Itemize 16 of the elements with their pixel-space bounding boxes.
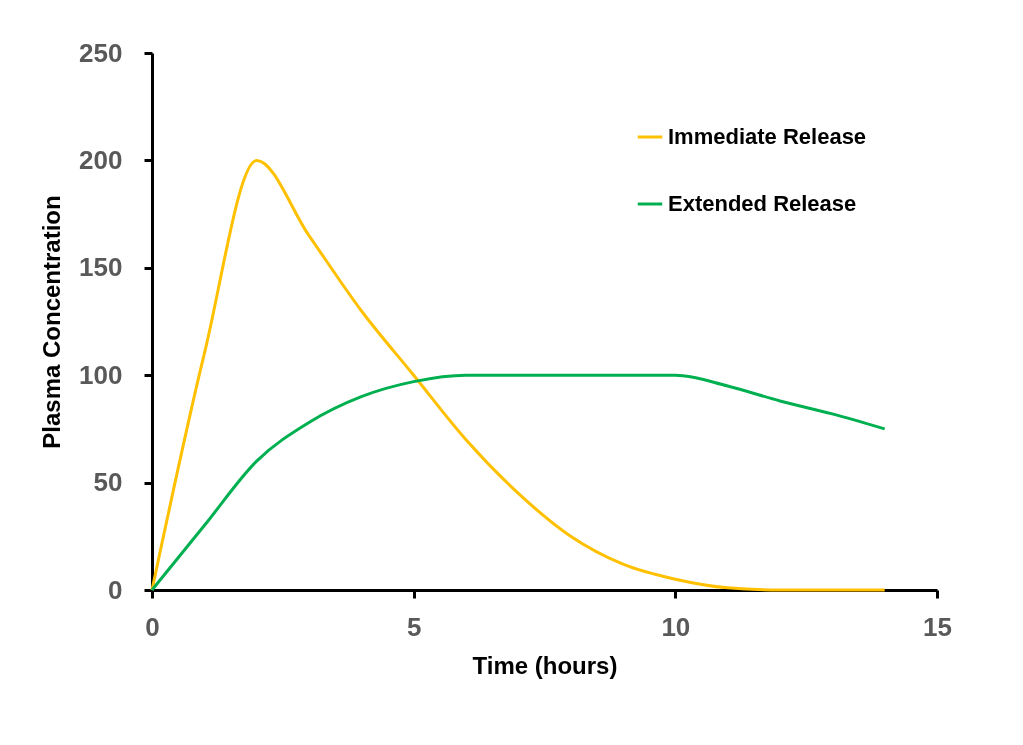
y-tick-label: 0 [108, 574, 123, 605]
y-axis-title: Plasma Concentration [38, 195, 66, 449]
x-tick-label: 5 [406, 611, 422, 642]
y-tick-label: 250 [79, 37, 123, 68]
line-series [150, 158, 887, 592]
x-tick-label: 0 [145, 611, 160, 642]
legend-label: Immediate Release [668, 124, 867, 149]
x-tick-label: 15 [923, 611, 952, 642]
x-tick-label: 10 [661, 611, 691, 642]
y-tick-label: 50 [93, 467, 123, 498]
y-tick-label: 200 [79, 144, 123, 175]
y-tick-label: 100 [79, 359, 123, 390]
legend-label: Extended Release [668, 191, 857, 216]
y-tick-label: 150 [79, 252, 123, 283]
line-series [150, 373, 887, 592]
x-axis-title: Time (hours) [472, 651, 618, 679]
